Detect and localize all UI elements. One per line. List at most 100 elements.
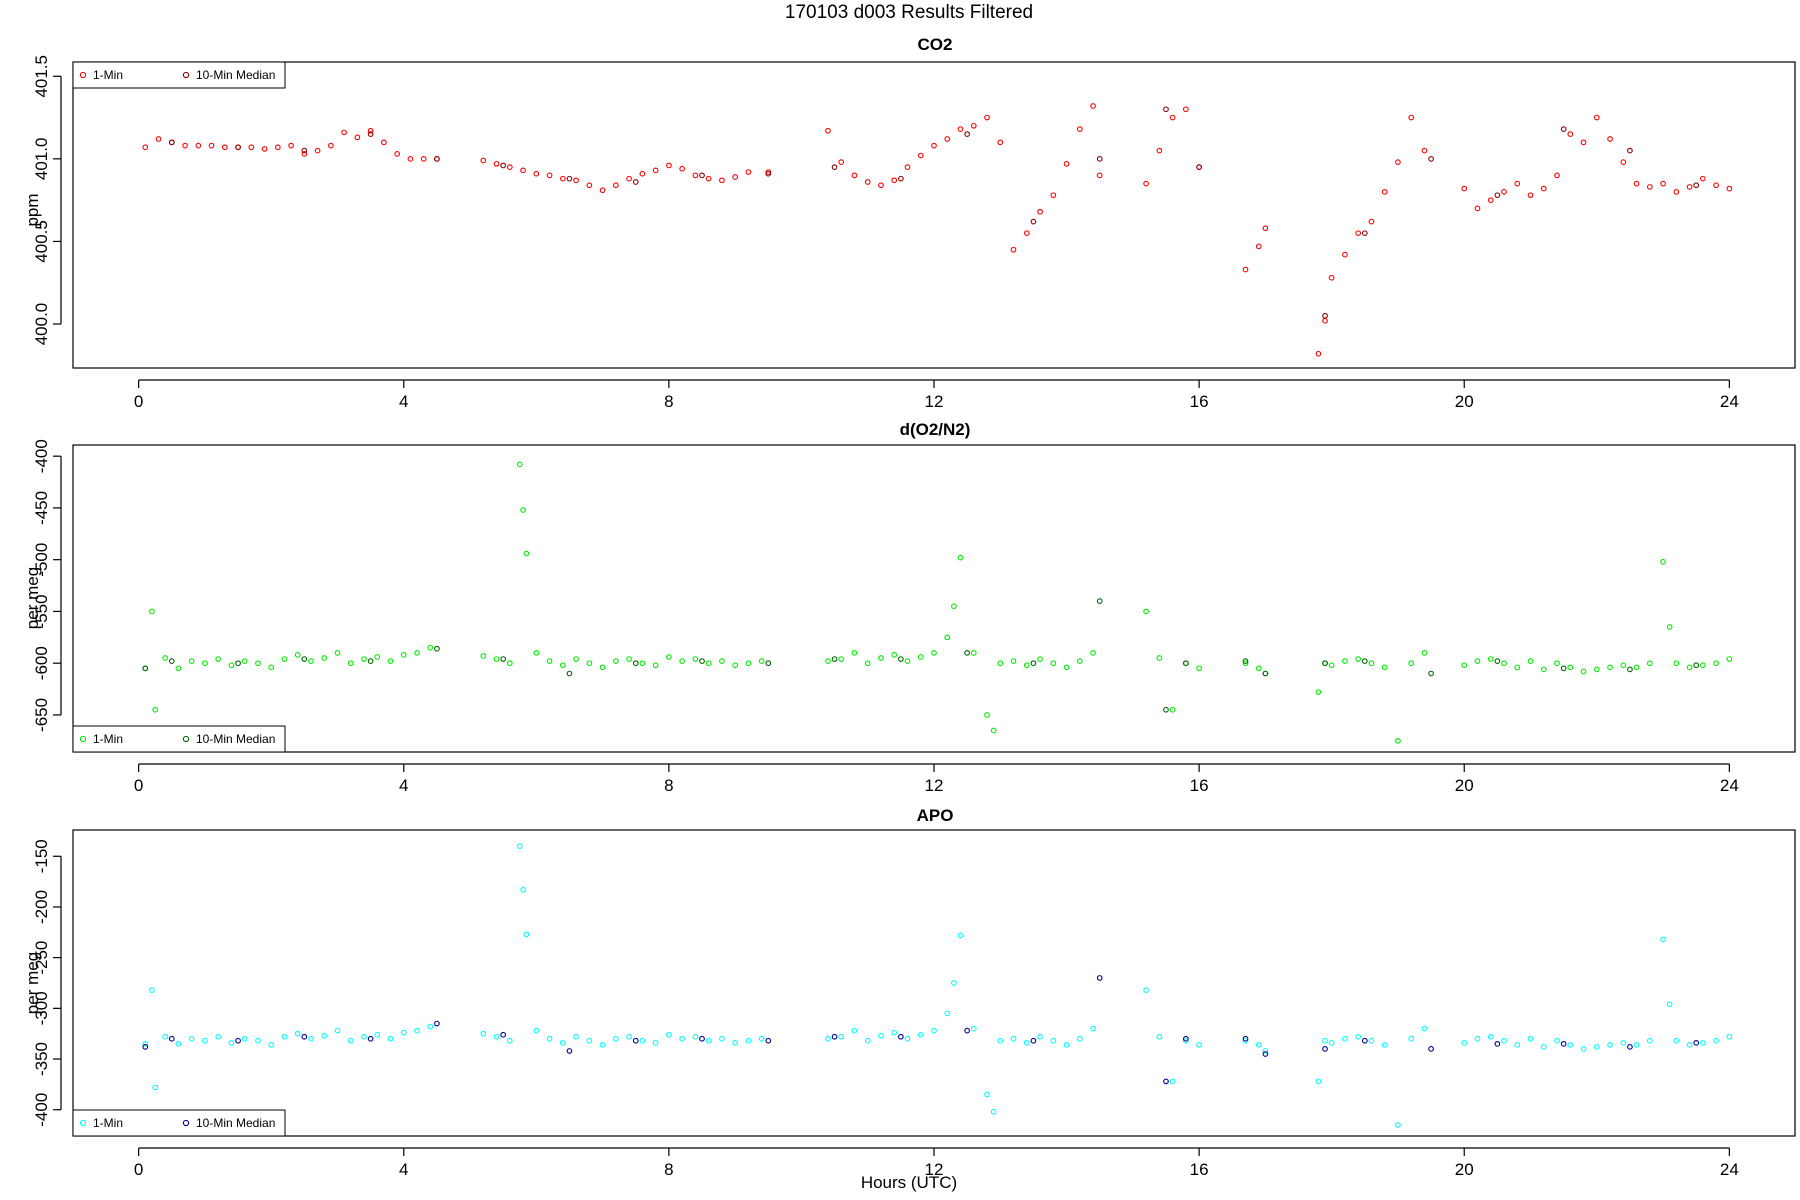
x-axis-label: Hours (UTC) (861, 1173, 957, 1192)
data-point (679, 658, 685, 664)
data-point (434, 1020, 440, 1027)
data-point (838, 159, 845, 165)
plot-frame-apo (72, 829, 1796, 1137)
data-point (626, 656, 632, 662)
panel-title-o2n2: d(O2/N2) (900, 420, 971, 439)
x-tick-label: 20 (1455, 1160, 1474, 1179)
data-point (573, 177, 579, 184)
data-point (891, 652, 898, 658)
data-point (506, 660, 513, 667)
data-point (1063, 664, 1070, 671)
data-point (573, 1033, 579, 1040)
data-point (1560, 126, 1567, 132)
data-point (705, 175, 712, 182)
data-point (328, 142, 334, 149)
data-point (997, 660, 1004, 667)
data-point (533, 649, 540, 656)
data-point (573, 656, 579, 662)
data-point (142, 1044, 149, 1050)
data-point (626, 175, 632, 182)
data-point (1076, 1035, 1083, 1042)
data-point (1726, 656, 1733, 662)
data-point (142, 144, 149, 151)
data-point (719, 177, 725, 184)
data-point (168, 658, 175, 664)
data-point (1342, 1035, 1348, 1042)
data-point (334, 649, 341, 656)
data-point (1143, 608, 1149, 615)
data-point (1328, 274, 1335, 281)
data-point (420, 155, 427, 162)
data-point (1156, 1033, 1163, 1040)
x-tick-label: 16 (1190, 1160, 1209, 1179)
data-point (294, 1030, 301, 1037)
data-point (1501, 1037, 1507, 1044)
data-point (1580, 1046, 1587, 1052)
data-point (1593, 666, 1600, 673)
data-point (1342, 251, 1348, 258)
data-point (1633, 664, 1640, 671)
data-point (1699, 175, 1706, 182)
data-point (732, 662, 739, 669)
data-point (301, 151, 308, 157)
data-point (400, 652, 407, 658)
data-point (970, 1025, 977, 1032)
data-point (1255, 1041, 1262, 1048)
data-point (904, 1035, 911, 1042)
data-point (1030, 660, 1037, 667)
data-point (1063, 1041, 1070, 1048)
data-point (679, 1035, 685, 1042)
x-tick-label: 24 (1720, 392, 1739, 411)
data-point (831, 164, 838, 170)
data-point (613, 658, 619, 664)
data-point (1580, 139, 1587, 146)
data-point (586, 1037, 593, 1044)
data-point (825, 127, 831, 134)
data-point (851, 1027, 858, 1034)
panel-co2: CO2 ppm 0 4 8 12 16 20 24 400.0 400.5 401.0 401.5 1… (23, 35, 1796, 411)
data-point (699, 658, 705, 664)
data-point (951, 980, 957, 986)
data-point (1666, 624, 1673, 630)
data-point (1076, 658, 1083, 664)
data-point (149, 608, 155, 615)
data-point (1593, 114, 1600, 121)
legend-co2: 1-Min 10-Min Median (72, 61, 286, 89)
y-axis-label-apo: per meg (23, 952, 42, 1014)
y-tick-label: -150 (32, 839, 51, 873)
data-point (1567, 664, 1574, 671)
data-point (1023, 662, 1030, 669)
data-point (1183, 106, 1189, 113)
x-axis-apo: 0 4 8 12 16 20 24 (134, 1147, 1739, 1179)
data-point (1050, 660, 1057, 667)
data-point (506, 164, 513, 170)
data-point (559, 175, 566, 182)
data-point (241, 1035, 248, 1042)
data-point (1421, 1025, 1428, 1032)
legend-apo: 1-Min 10-Min Median (72, 1109, 286, 1137)
data-point (1713, 182, 1719, 189)
data-point (1355, 230, 1362, 237)
data-point (931, 649, 937, 656)
x-tick-label: 24 (1720, 1160, 1739, 1179)
data-point (1262, 1048, 1269, 1054)
data-point (1501, 660, 1507, 667)
data-point (1428, 155, 1434, 162)
data-point (632, 1037, 639, 1044)
data-point (1322, 660, 1328, 667)
x-tick-label: 4 (399, 776, 408, 795)
data-point (523, 931, 530, 938)
data-point (1169, 706, 1176, 713)
data-point (831, 656, 838, 662)
data-point (533, 1027, 540, 1034)
data-point (1023, 230, 1030, 237)
data-point (1514, 664, 1521, 671)
x-tick-label: 4 (399, 392, 408, 411)
data-point (228, 1039, 235, 1046)
data-point (586, 660, 593, 667)
data-point (559, 662, 566, 669)
data-point (215, 656, 222, 662)
data-point (500, 162, 507, 169)
x-tick-label: 0 (134, 776, 143, 795)
legend-label: 1-Min (93, 1116, 123, 1130)
